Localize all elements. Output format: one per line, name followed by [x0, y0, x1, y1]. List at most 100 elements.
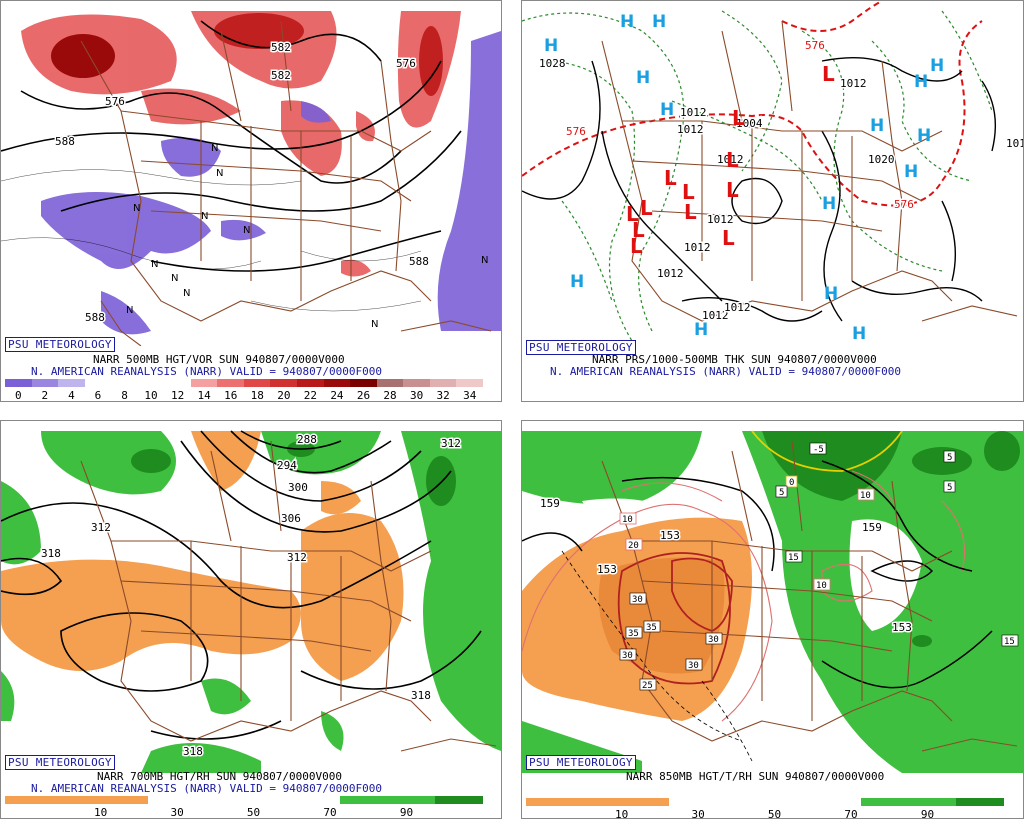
scale-label: 34	[463, 389, 477, 402]
contour-label: 300	[288, 481, 308, 494]
svg-text:30: 30	[708, 635, 719, 645]
scale-label: 8	[121, 389, 128, 402]
temp-label-box: 5	[943, 450, 956, 463]
vorticity-min-marker: N	[201, 211, 208, 222]
high-pressure-marker: H	[822, 194, 836, 214]
high-pressure-marker: H	[930, 56, 944, 76]
temp-label-box: 10	[813, 578, 831, 591]
rh-scale-labels: 10 30 50 70 90	[5, 806, 483, 819]
scale-label: 70	[844, 808, 858, 821]
scale-label: 28	[383, 389, 397, 402]
political-boundaries	[601, 440, 1018, 752]
svg-text:15: 15	[788, 553, 799, 563]
height-label: 159	[862, 521, 882, 534]
isobar-label: 1012	[707, 213, 734, 226]
contour-label: 294	[277, 459, 297, 472]
svg-text:30: 30	[688, 661, 699, 671]
minor-contours	[1, 169, 422, 312]
low-pressure-marker: L	[626, 202, 639, 226]
temp-label-box: 5	[943, 480, 956, 493]
temp-label-box: 35	[625, 626, 643, 639]
scale-swatch	[243, 379, 271, 387]
panel-500mb-hgt-vor: 576 582 588 588 588 576 582 N N N N N N …	[0, 0, 502, 402]
freezing-contour	[751, 430, 903, 472]
caption-title: NARR PRS/1000-500MB THK SUN 940807/0000V…	[592, 353, 877, 366]
panel-prs-thickness: 1028 1012 1012 1004 1012 1012 1012 1012 …	[521, 0, 1024, 402]
temp-label-box: 10	[619, 512, 637, 525]
isobars	[522, 57, 997, 322]
political-boundaries	[80, 440, 497, 752]
low-pressure-marker: L	[630, 234, 643, 258]
isobar-label: 1028	[539, 57, 566, 70]
contour-label: 576	[105, 95, 125, 108]
caption-valid: N. AMERICAN REANALYSIS (NARR) VALID = 94…	[31, 782, 382, 795]
scale-swatch	[297, 379, 324, 387]
contour-label: 318	[411, 689, 431, 702]
low-pressure-marker: L	[732, 106, 745, 130]
scale-label: 16	[224, 389, 238, 402]
panel-700mb-hgt-rh: 288 294 300 306 312 312 318 318 318 312 …	[0, 420, 502, 819]
temp-label-box: -5	[809, 442, 827, 455]
temp-label-box: 25	[639, 678, 657, 691]
scale-swatch	[5, 796, 149, 804]
height-contours	[1, 430, 482, 740]
contour-label: 306	[281, 512, 301, 525]
caption-valid: N. AMERICAN REANALYSIS (NARR) VALID = 94…	[31, 365, 382, 378]
high-pressure-marker: H	[570, 272, 584, 292]
scale-swatch	[429, 379, 457, 387]
height-contours	[522, 460, 993, 689]
vorticity-min-marker: N	[171, 273, 178, 284]
scale-label: 4	[68, 389, 75, 402]
high-pressure-marker: H	[652, 12, 666, 32]
vorticity-min-marker: N	[481, 255, 488, 266]
low-pressure-marker: L	[684, 200, 697, 224]
psu-meteorology-badge: PSU METEOROLOGY	[5, 755, 115, 770]
scale-swatch	[526, 798, 670, 806]
scale-swatch	[5, 379, 32, 387]
political-boundaries	[601, 20, 1018, 322]
svg-text:20: 20	[628, 541, 639, 551]
scale-label: 14	[197, 389, 211, 402]
vorticity-min-marker: N	[371, 319, 378, 330]
map-500mb: 576 582 588 588 588 576 582 N N N N N N …	[1, 1, 501, 346]
contour-label: 312	[287, 551, 307, 564]
temperature-labels: -5 0 5 5 5 10 10 10 15 20 25 30 30 30 30…	[619, 442, 1019, 691]
height-label: 153	[892, 621, 912, 634]
isobar-label: 1012	[840, 77, 867, 90]
scale-label: 30	[170, 806, 184, 819]
temp-label-box: 5	[775, 485, 788, 498]
scale-label: 20	[277, 389, 291, 402]
contour-label: 318	[41, 547, 61, 560]
scale-label: 22	[303, 389, 317, 402]
low-pressure-marker: L	[822, 62, 835, 86]
temp-label-box: 30	[705, 632, 723, 645]
svg-text:10: 10	[622, 515, 633, 525]
scale-swatch	[339, 796, 436, 804]
scale-label: 18	[250, 389, 264, 402]
svg-text:5: 5	[947, 483, 952, 493]
high-pressure-marker: H	[917, 126, 931, 146]
height-label: 153	[597, 563, 617, 576]
svg-text:35: 35	[628, 629, 639, 639]
svg-text:10: 10	[816, 581, 827, 591]
scale-label: 70	[323, 806, 337, 819]
high-pressure-marker: H	[620, 12, 634, 32]
scale-label: 32	[436, 389, 450, 402]
vorticity-color-scale	[5, 379, 483, 387]
svg-text:0: 0	[789, 478, 794, 488]
thickness-label: 576	[894, 198, 914, 211]
scale-swatch	[111, 379, 138, 387]
low-pressure-marker: L	[640, 196, 653, 220]
temp-label-box: 30	[629, 592, 647, 605]
low-pressure-marker: L	[682, 180, 695, 204]
isobar-label: 1012	[717, 153, 744, 166]
height-contours	[1, 20, 462, 272]
temp-label-box: 30	[685, 658, 703, 671]
contour-label: 588	[85, 311, 105, 324]
height-label: 153	[660, 529, 680, 542]
high-pressure-marker: H	[904, 162, 918, 182]
svg-text:30: 30	[622, 651, 633, 661]
scale-swatch	[190, 379, 218, 387]
scale-swatch	[323, 379, 351, 387]
vorticity-min-marker: N	[126, 305, 133, 316]
